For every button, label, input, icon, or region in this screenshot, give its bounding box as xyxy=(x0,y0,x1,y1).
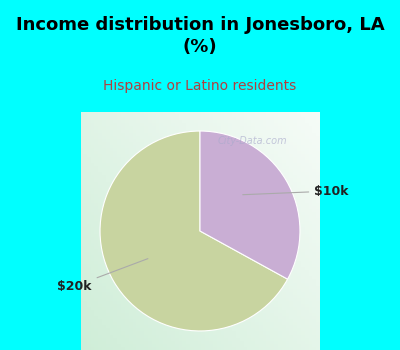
Text: Income distribution in Jonesboro, LA
(%): Income distribution in Jonesboro, LA (%) xyxy=(16,16,384,56)
Text: City-Data.com: City-Data.com xyxy=(218,135,287,146)
Wedge shape xyxy=(200,131,300,279)
Text: $10k: $10k xyxy=(243,184,349,197)
Wedge shape xyxy=(100,131,288,331)
Text: $20k: $20k xyxy=(57,259,148,293)
Text: Hispanic or Latino residents: Hispanic or Latino residents xyxy=(103,79,297,93)
